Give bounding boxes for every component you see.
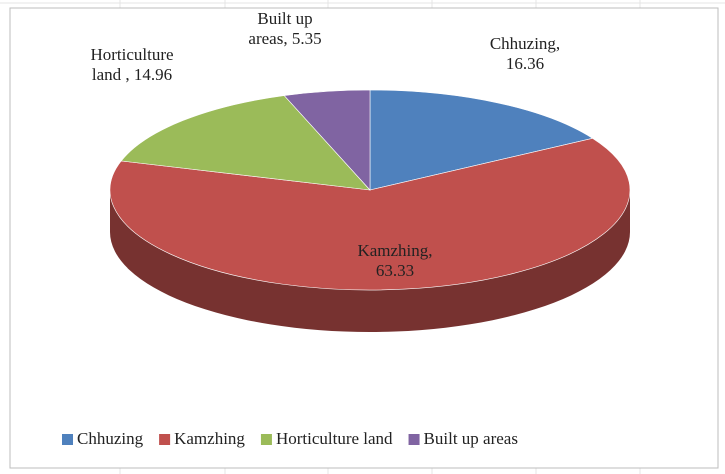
data-label: Chhuzing, 16.36 (490, 34, 560, 73)
data-labels: Chhuzing, 16.36 Kamzhing, 63.33 Horticulture… (90, 9, 560, 280)
legend-label: Chhuzing (77, 429, 144, 448)
legend-swatch (260, 434, 272, 445)
slice (109, 138, 631, 291)
slice (283, 89, 371, 191)
legend: Chhuzing Kamzhing Horticulture land Built u… (62, 429, 518, 448)
data-label: Kamzhing, 63.33 (357, 241, 432, 280)
legend-swatch (159, 434, 171, 445)
legend-swatch (408, 434, 420, 445)
slice (369, 89, 594, 191)
legend-label: Kamzhing (174, 429, 245, 448)
legend-swatch (62, 434, 73, 445)
data-label: Horticulture land , 14.96 (90, 45, 173, 84)
pie (109, 89, 631, 332)
data-label: Built up areas, 5.35 (248, 9, 321, 48)
legend-label: Horticulture land (276, 429, 393, 448)
legend-label: Built up areas (424, 429, 518, 448)
slice (120, 95, 371, 191)
slice-side (110, 190, 630, 332)
